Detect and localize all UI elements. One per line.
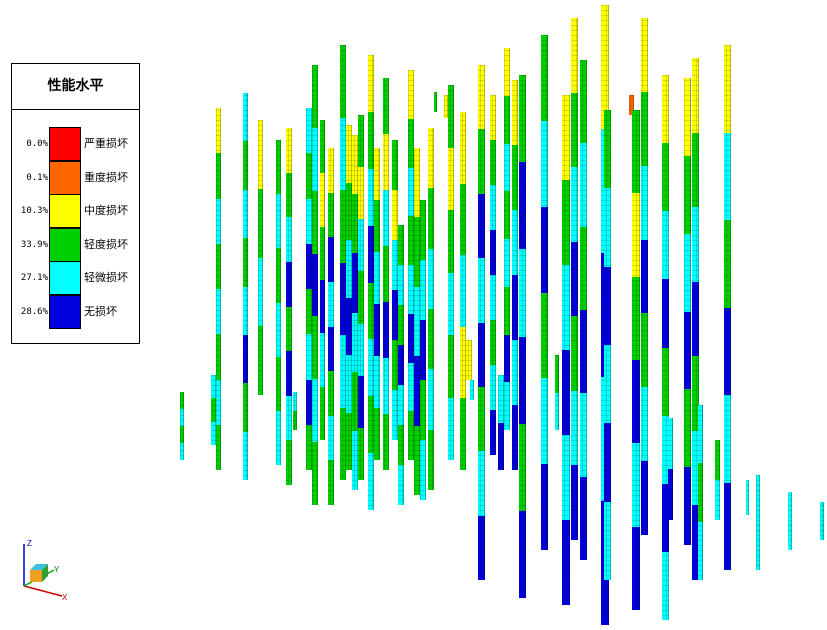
column-element xyxy=(408,70,414,460)
column-element xyxy=(519,75,526,598)
column-element xyxy=(604,110,611,580)
column-element xyxy=(276,140,281,465)
column-element xyxy=(216,108,221,470)
legend-row-moderate: 10.3% 中度损坏 xyxy=(12,194,139,228)
column-element xyxy=(286,128,292,485)
legend-swatch-yellow xyxy=(49,194,81,228)
legend-title: 性能水平 xyxy=(12,64,139,110)
column-element xyxy=(358,115,364,480)
column-element xyxy=(180,392,184,460)
legend-percent: 10.3% xyxy=(20,206,48,216)
column-element xyxy=(243,93,248,480)
legend-swatch-orange xyxy=(49,161,81,195)
column-element xyxy=(420,200,426,500)
column-element xyxy=(498,375,504,470)
legend-label: 中度损坏 xyxy=(84,204,128,217)
legend-percent: 0.0% xyxy=(26,139,48,149)
legend-row-light: 33.9% 轻度损坏 xyxy=(12,228,139,262)
legend-label: 严重损坏 xyxy=(84,137,128,150)
column-element xyxy=(580,60,587,560)
column-element xyxy=(328,148,334,505)
column-element xyxy=(555,355,559,430)
legend-percent: 27.1% xyxy=(20,273,48,283)
column-element xyxy=(698,405,703,580)
legend-swatch-blue xyxy=(49,295,81,329)
column-element xyxy=(352,135,358,490)
column-element xyxy=(466,340,472,380)
legend-swatch-red xyxy=(49,127,81,161)
column-element xyxy=(470,380,474,400)
x-axis-label: X xyxy=(62,593,68,602)
column-element xyxy=(211,375,216,445)
legend-row-none: 28.6% 无损坏 xyxy=(12,295,139,329)
column-element xyxy=(460,112,466,470)
column-element xyxy=(398,225,404,505)
column-element xyxy=(629,95,634,115)
column-element xyxy=(340,45,346,480)
column-element xyxy=(448,85,454,460)
column-element xyxy=(306,108,312,470)
performance-level-legend: 性能水平 0.0% 严重损坏 0.1% 重度损坏 10.3% 中度损坏 33.9… xyxy=(11,63,140,344)
column-element xyxy=(392,140,398,440)
column-element xyxy=(756,475,760,570)
column-element xyxy=(478,65,485,580)
legend-label: 轻微损坏 xyxy=(84,271,128,284)
column-element xyxy=(512,80,518,470)
axis-triad: Z X Y xyxy=(23,539,68,602)
column-element xyxy=(541,35,548,550)
legend-percent: 28.6% xyxy=(20,307,48,317)
column-element xyxy=(562,95,570,605)
column-element xyxy=(374,148,380,460)
legend-percent: 33.9% xyxy=(20,240,48,250)
column-element xyxy=(641,18,648,535)
column-element xyxy=(692,58,699,580)
column-element xyxy=(571,18,578,540)
legend-label: 轻度损坏 xyxy=(84,238,128,251)
legend-percent: 0.1% xyxy=(26,173,48,183)
legend-row-heavy: 0.1% 重度损坏 xyxy=(12,161,139,195)
column-element xyxy=(724,45,731,570)
legend-row-severe: 0.0% 严重损坏 xyxy=(12,127,139,161)
legend-swatch-cyan xyxy=(49,261,81,295)
orientation-cube-icon xyxy=(30,564,48,582)
column-element xyxy=(715,440,720,520)
column-element xyxy=(428,128,434,490)
column-element xyxy=(632,110,640,610)
legend-label: 无损坏 xyxy=(84,305,117,318)
column-element xyxy=(383,78,389,470)
legend-label: 重度损坏 xyxy=(84,171,128,184)
column-elements-group xyxy=(180,5,824,625)
column-element xyxy=(746,480,749,515)
column-element xyxy=(490,95,496,455)
column-element xyxy=(414,148,420,495)
column-element xyxy=(668,418,673,520)
column-element xyxy=(434,92,437,112)
column-element xyxy=(820,502,824,540)
column-element xyxy=(312,65,318,505)
column-element xyxy=(368,55,374,510)
column-element xyxy=(444,95,448,118)
column-element xyxy=(504,48,510,430)
column-element xyxy=(346,125,352,470)
y-axis-label: Y xyxy=(54,565,60,574)
column-element xyxy=(788,492,792,550)
column-element xyxy=(258,120,263,395)
legend-row-slight: 27.1% 轻微损坏 xyxy=(12,261,139,295)
legend-swatch-green xyxy=(49,228,81,262)
z-axis-label: Z xyxy=(27,539,32,548)
column-element xyxy=(662,75,669,620)
x-axis-line xyxy=(23,585,63,597)
column-element xyxy=(320,120,325,440)
column-element xyxy=(293,392,297,430)
column-element xyxy=(684,78,691,545)
